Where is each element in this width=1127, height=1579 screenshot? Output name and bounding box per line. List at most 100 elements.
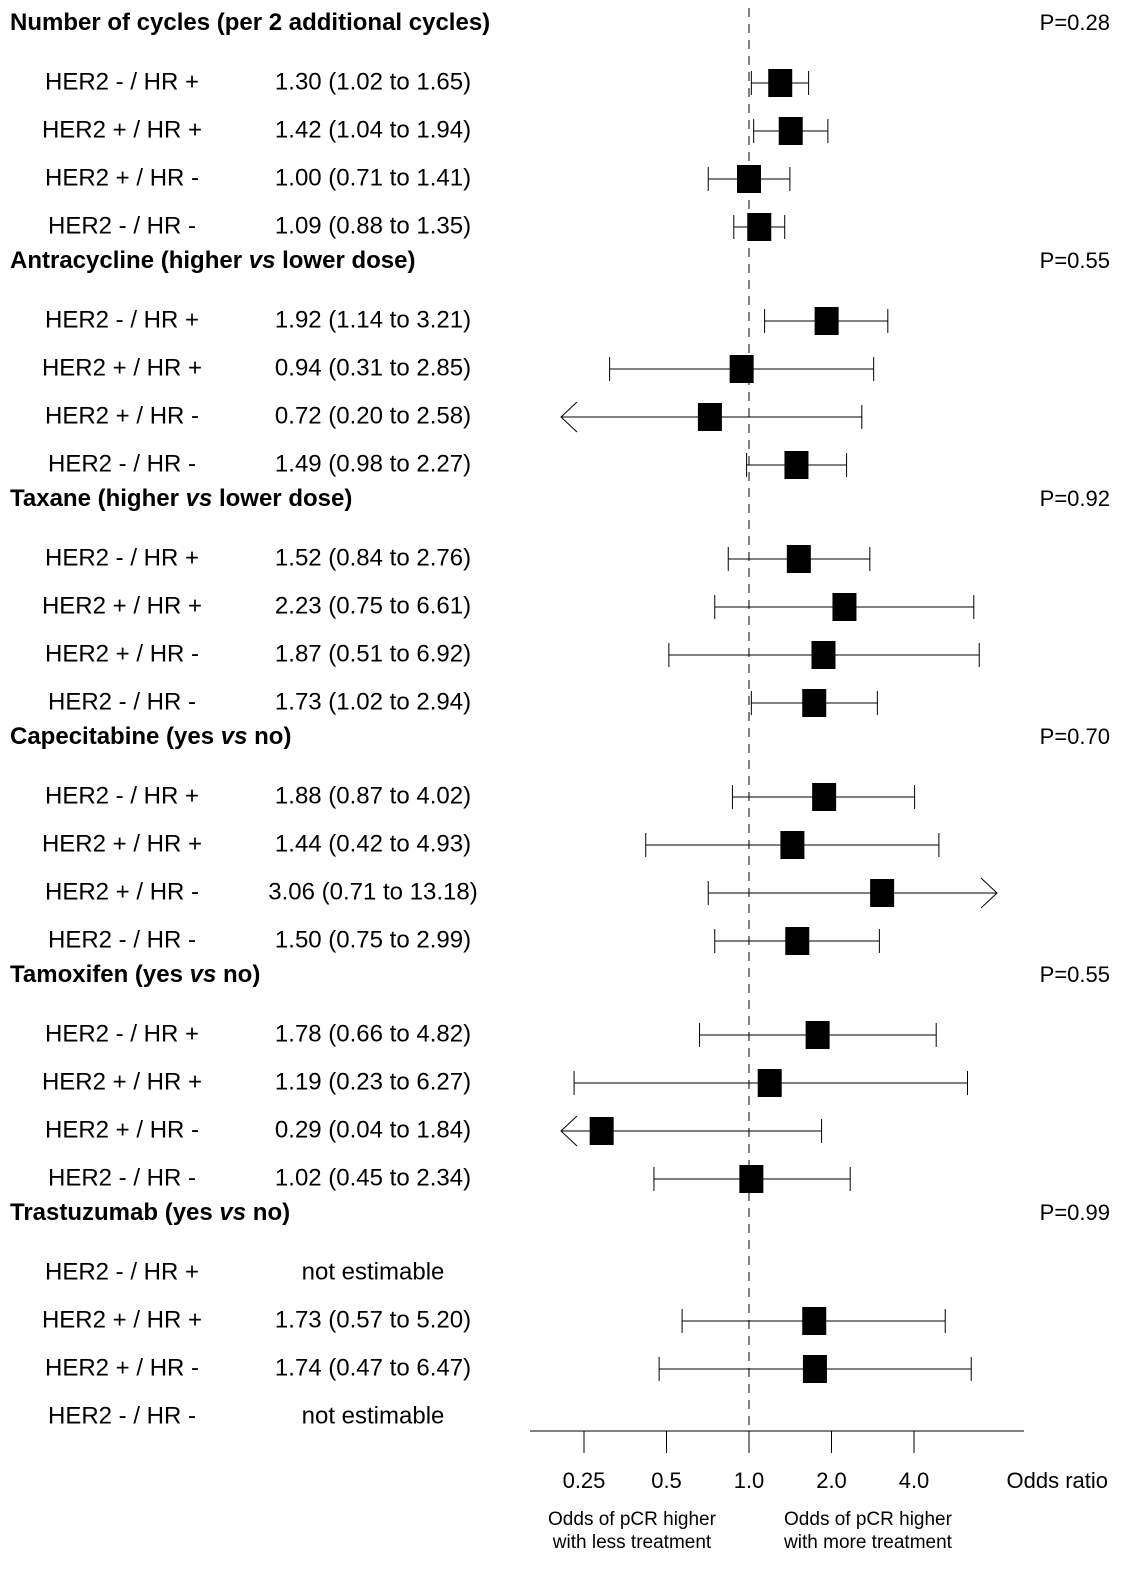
row-subgroup-label: HER2 - / HR + bbox=[45, 1020, 199, 1047]
row-subgroup-label: HER2 + / HR + bbox=[42, 354, 202, 381]
point-estimate bbox=[814, 307, 839, 335]
x-tick-label: 2.0 bbox=[816, 1468, 847, 1493]
group-title-part: no) bbox=[246, 1199, 290, 1226]
row-estimate-text: 0.72 (0.20 to 2.58) bbox=[275, 402, 471, 429]
group-title: Taxane (higher vs lower dose) bbox=[10, 485, 352, 512]
x-axis-label: Odds ratio bbox=[1007, 1468, 1109, 1493]
point-estimate bbox=[802, 1355, 827, 1383]
row-estimate-text: 1.87 (0.51 to 6.92) bbox=[275, 640, 471, 667]
row-subgroup-label: HER2 - / HR + bbox=[45, 68, 199, 95]
row-subgroup-label: HER2 - / HR + bbox=[45, 544, 199, 571]
direction-label-left: Odds of pCR higher bbox=[548, 1509, 717, 1530]
row-subgroup-label: HER2 - / HR + bbox=[45, 782, 199, 809]
row-subgroup-label: HER2 + / HR - bbox=[45, 1354, 199, 1381]
group-p-value: P=0.70 bbox=[1040, 724, 1110, 749]
point-estimate bbox=[802, 689, 827, 717]
group-title-part: Taxane (higher bbox=[10, 485, 186, 512]
point-estimate bbox=[729, 355, 754, 383]
point-estimate bbox=[780, 831, 805, 859]
row-subgroup-label: HER2 + / HR - bbox=[45, 164, 199, 191]
row-estimate-text: 1.92 (1.14 to 3.21) bbox=[275, 306, 471, 333]
row-estimate-text: 1.52 (0.84 to 2.76) bbox=[275, 544, 471, 571]
group-title-part: vs bbox=[186, 485, 213, 512]
row-subgroup-label: HER2 + / HR - bbox=[45, 1116, 199, 1143]
row-subgroup-label: HER2 - / HR - bbox=[48, 1164, 196, 1191]
group-title-part: lower dose) bbox=[275, 247, 415, 274]
point-estimate bbox=[768, 69, 793, 97]
row-estimate-text: 1.73 (0.57 to 5.20) bbox=[275, 1306, 471, 1333]
group-title-part: no) bbox=[216, 961, 260, 988]
row-subgroup-label: HER2 - / HR - bbox=[48, 1402, 196, 1429]
group-title-part: Antracycline (higher bbox=[10, 247, 249, 274]
ci-arrow-left bbox=[560, 401, 578, 433]
row-subgroup-label: HER2 + / HR - bbox=[45, 878, 199, 905]
row-subgroup-label: HER2 + / HR - bbox=[45, 640, 199, 667]
group-title-part: no) bbox=[247, 723, 291, 750]
row-estimate-text: 1.30 (1.02 to 1.65) bbox=[275, 68, 471, 95]
group-title-part: vs bbox=[221, 723, 248, 750]
group-title-part: Trastuzumab (yes bbox=[10, 1199, 219, 1226]
point-estimate bbox=[784, 451, 809, 479]
row-subgroup-label: HER2 + / HR - bbox=[45, 402, 199, 429]
row-subgroup-label: HER2 + / HR + bbox=[42, 592, 202, 619]
group-title: Tamoxifen (yes vs no) bbox=[10, 961, 260, 988]
row-estimate-text: 1.50 (0.75 to 2.99) bbox=[275, 926, 471, 953]
point-estimate bbox=[785, 927, 810, 955]
point-estimate bbox=[786, 545, 811, 573]
point-estimate bbox=[739, 1165, 764, 1193]
row-subgroup-label: HER2 + / HR + bbox=[42, 830, 202, 857]
direction-label-right: Odds of pCR higher bbox=[784, 1509, 953, 1530]
x-tick-label: 4.0 bbox=[899, 1468, 930, 1493]
row-estimate-text: 1.44 (0.42 to 4.93) bbox=[275, 830, 471, 857]
row-estimate-text: not estimable bbox=[302, 1258, 445, 1285]
x-tick-label: 0.5 bbox=[651, 1468, 682, 1493]
group-title-part: vs bbox=[190, 961, 217, 988]
point-estimate bbox=[805, 1021, 830, 1049]
point-estimate bbox=[737, 165, 761, 193]
point-estimate bbox=[589, 1117, 614, 1145]
row-estimate-text: 1.74 (0.47 to 6.47) bbox=[275, 1354, 471, 1381]
x-tick-label: 1.0 bbox=[734, 1468, 765, 1493]
row-subgroup-label: HER2 - / HR - bbox=[48, 450, 196, 477]
row-estimate-text: 1.19 (0.23 to 6.27) bbox=[275, 1068, 471, 1095]
row-estimate-text: not estimable bbox=[302, 1402, 445, 1429]
row-estimate-text: 2.23 (0.75 to 6.61) bbox=[275, 592, 471, 619]
group-p-value: P=0.55 bbox=[1040, 962, 1110, 987]
row-subgroup-label: HER2 - / HR + bbox=[45, 1258, 199, 1285]
point-estimate bbox=[832, 593, 857, 621]
ci-arrow-left bbox=[560, 1115, 578, 1147]
group-p-value: P=0.28 bbox=[1040, 10, 1110, 35]
row-estimate-text: 1.02 (0.45 to 2.34) bbox=[275, 1164, 471, 1191]
point-estimate bbox=[870, 879, 895, 907]
group-title: Number of cycles (per 2 additional cycle… bbox=[10, 9, 490, 36]
row-estimate-text: 0.29 (0.04 to 1.84) bbox=[275, 1116, 471, 1143]
row-estimate-text: 1.42 (1.04 to 1.94) bbox=[275, 116, 471, 143]
group-title-part: Tamoxifen (yes bbox=[10, 961, 190, 988]
row-subgroup-label: HER2 + / HR + bbox=[42, 1068, 202, 1095]
group-title-part: Number of cycles (per 2 additional cycle… bbox=[10, 9, 490, 36]
row-estimate-text: 1.78 (0.66 to 4.82) bbox=[275, 1020, 471, 1047]
group-title: Antracycline (higher vs lower dose) bbox=[10, 247, 415, 274]
point-estimate bbox=[778, 117, 803, 145]
row-estimate-text: 1.73 (1.02 to 2.94) bbox=[275, 688, 471, 715]
row-estimate-text: 1.88 (0.87 to 4.02) bbox=[275, 782, 471, 809]
group-title-part: lower dose) bbox=[212, 485, 352, 512]
row-estimate-text: 1.49 (0.98 to 2.27) bbox=[275, 450, 471, 477]
direction-label-left: with less treatment bbox=[552, 1532, 712, 1553]
row-estimate-text: 0.94 (0.31 to 2.85) bbox=[275, 354, 471, 381]
row-subgroup-label: HER2 - / HR - bbox=[48, 926, 196, 953]
point-estimate bbox=[747, 213, 772, 241]
group-p-value: P=0.55 bbox=[1040, 248, 1110, 273]
ci-arrow-right bbox=[980, 877, 998, 909]
group-title: Trastuzumab (yes vs no) bbox=[10, 1199, 290, 1226]
point-estimate bbox=[697, 403, 722, 431]
row-subgroup-label: HER2 - / HR - bbox=[48, 688, 196, 715]
direction-label-right: with more treatment bbox=[783, 1532, 953, 1553]
point-estimate bbox=[757, 1069, 782, 1097]
group-title-part: vs bbox=[219, 1199, 246, 1226]
row-estimate-text: 3.06 (0.71 to 13.18) bbox=[268, 878, 477, 905]
group-title-part: vs bbox=[249, 247, 276, 274]
row-subgroup-label: HER2 - / HR - bbox=[48, 212, 196, 239]
row-estimate-text: 1.00 (0.71 to 1.41) bbox=[275, 164, 471, 191]
